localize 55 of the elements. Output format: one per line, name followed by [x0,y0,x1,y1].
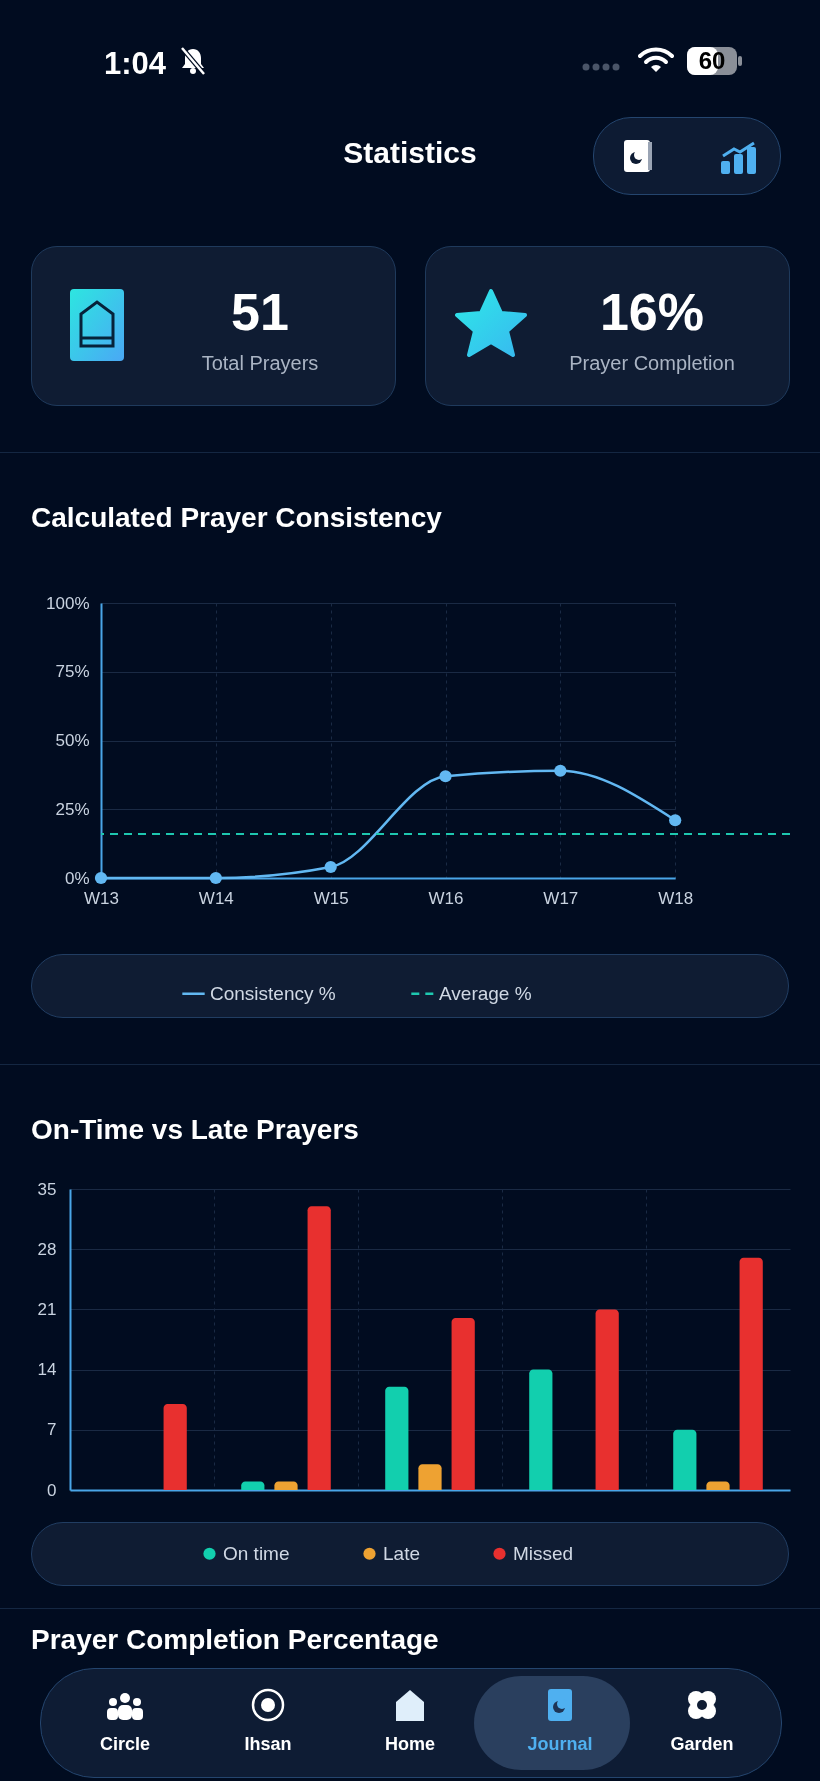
text: Prayer Completion [568,352,736,375]
legend-label: Late [383,1542,420,1564]
chart-title: On-Time vs Late Prayers [31,1114,359,1146]
point [324,860,337,874]
text: Home [384,1734,436,1755]
x-tick-label: W18 [658,888,694,908]
x-tick-label: W17 [543,888,579,908]
bar [451,1318,475,1490]
text: Statistics [342,136,478,170]
bar [163,1404,187,1490]
y-tick-label: 14 [37,1360,57,1380]
y-tick-label: 75% [55,662,90,682]
legend-label: Average % [439,982,532,1004]
text: Journal [526,1734,594,1755]
point [94,871,108,885]
y-tick-label: 25% [55,799,90,819]
x-tick-label: W16 [428,888,464,908]
y-tick-label: 0% [64,868,90,888]
y-tick-label: 35 [37,1179,57,1199]
bar [739,1257,763,1490]
y-tick-label: 100% [46,593,90,613]
bar [385,1386,409,1490]
chart-title: Calculated Prayer Consistency [31,502,442,534]
text: Ihsan [243,1734,293,1755]
y-tick-label: 50% [55,731,90,750]
bar [595,1309,619,1490]
bar [529,1369,553,1490]
x-tick-label: W13 [84,888,119,908]
y-tick-label: 0 [47,1480,57,1500]
legend-label: On time [223,1542,290,1564]
point [439,770,452,783]
text: Circle [99,1734,151,1755]
bar [307,1206,331,1490]
text: 60 [690,47,734,75]
bar [673,1429,697,1490]
x-tick-label: W14 [198,888,234,908]
y-tick-label: 7 [47,1420,57,1440]
bar [418,1464,442,1490]
y-tick-label: 28 [37,1239,57,1259]
text: Total Prayers [200,352,320,375]
point [669,814,682,827]
legend-label: Consistency % [210,982,336,1004]
bar [274,1481,298,1490]
text: 16% [598,282,706,342]
bar [706,1481,730,1490]
bar [241,1481,265,1490]
text: Garden [669,1734,735,1755]
point [554,764,567,777]
text: Prayer Completion Percentage [31,1624,439,1656]
point [209,871,222,885]
legend-label: Missed [513,1542,574,1564]
text: 51 [230,282,290,342]
text: 1:04 [104,46,167,82]
y-tick-label: 21 [37,1299,57,1319]
x-tick-label: W15 [313,888,349,908]
